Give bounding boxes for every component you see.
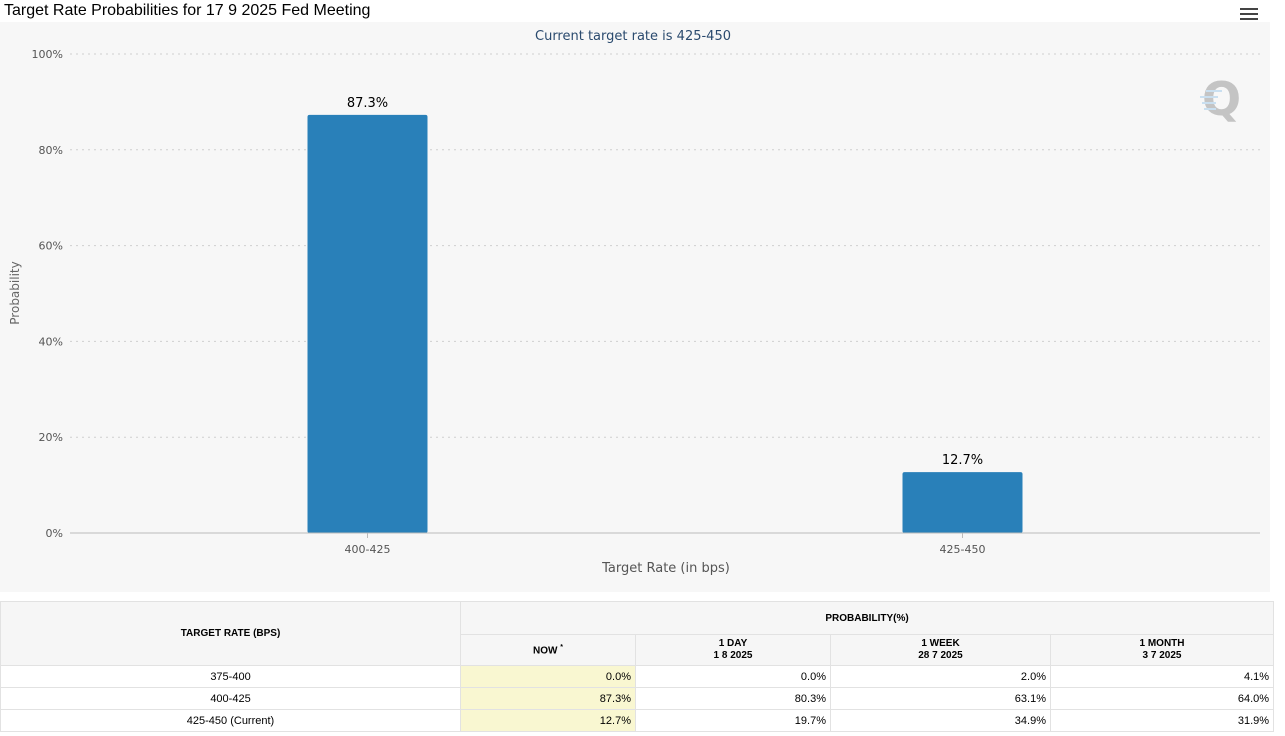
y-axis-label: Probability bbox=[8, 261, 22, 324]
day-cell: 0.0% bbox=[635, 665, 831, 688]
bars: 87.3% 400-425 12.7% 425-450 bbox=[307, 96, 1023, 556]
x-tick-label: 400-425 bbox=[345, 543, 391, 556]
hamburger-menu-icon[interactable] bbox=[1240, 8, 1258, 22]
y-axis-ticks: 0% 20% 40% 60% 80% 100% bbox=[32, 48, 63, 540]
week-cell: 63.1% bbox=[830, 687, 1051, 710]
one-month-header: 1 MONTH 3 7 2025 bbox=[1049, 634, 1275, 666]
svg-text:Q: Q bbox=[1202, 72, 1241, 126]
y-tick-label: 80% bbox=[39, 144, 63, 157]
rate-cell: 400-425 bbox=[0, 687, 461, 710]
chart-panel: Current target rate is 425-450 0% 20% 40% 6… bbox=[0, 22, 1270, 592]
data-label: 87.3% bbox=[347, 96, 388, 111]
y-tick-label: 60% bbox=[39, 240, 63, 253]
month-cell: 4.1% bbox=[1049, 665, 1275, 688]
week-cell: 34.9% bbox=[830, 709, 1051, 732]
y-tick-label: 0% bbox=[46, 527, 63, 540]
probability-header: PROBABILITY(%) bbox=[459, 601, 1275, 635]
month-cell: 31.9% bbox=[1049, 709, 1275, 732]
target-rate-header: TARGET RATE (BPS) bbox=[0, 601, 461, 666]
table-row: 425-450 (Current) 12.7% 19.7% 34.9% 31.9… bbox=[0, 709, 1275, 732]
y-tick-label: 100% bbox=[32, 48, 63, 61]
one-day-header: 1 DAY 1 8 2025 bbox=[635, 634, 831, 666]
y-tick-label: 20% bbox=[39, 431, 63, 444]
data-label: 12.7% bbox=[942, 453, 983, 468]
x-axis-label: Target Rate (in bps) bbox=[601, 561, 730, 576]
probability-table: TARGET RATE (BPS) PROBABILITY(%) NOW * 1… bbox=[0, 601, 1275, 732]
now-header: NOW * bbox=[460, 634, 636, 666]
now-cell: 87.3% bbox=[460, 687, 636, 710]
chart-subtitle: Current target rate is 425-450 bbox=[535, 29, 731, 44]
month-cell: 64.0% bbox=[1049, 687, 1275, 710]
grid-lines bbox=[70, 53, 1260, 438]
bar-chart: Current target rate is 425-450 0% 20% 40% 6… bbox=[8, 29, 1260, 576]
now-cell: 0.0% bbox=[460, 665, 636, 688]
y-tick-label: 40% bbox=[39, 335, 63, 348]
table-row: 400-425 87.3% 80.3% 63.1% 64.0% bbox=[0, 687, 1275, 710]
bar[interactable] bbox=[902, 472, 1023, 533]
day-cell: 80.3% bbox=[635, 687, 831, 710]
one-week-header: 1 WEEK 28 7 2025 bbox=[830, 634, 1051, 666]
bar[interactable] bbox=[307, 114, 428, 533]
day-cell: 19.7% bbox=[635, 709, 831, 732]
page-title: Target Rate Probabilities for 17 9 2025 … bbox=[4, 2, 371, 19]
q-logo-icon: Q bbox=[1200, 72, 1241, 126]
rate-cell: 425-450 (Current) bbox=[0, 709, 461, 732]
week-cell: 2.0% bbox=[830, 665, 1051, 688]
now-cell: 12.7% bbox=[460, 709, 636, 732]
rate-cell: 375-400 bbox=[0, 665, 461, 688]
x-tick-label: 425-450 bbox=[940, 543, 986, 556]
table-row: 375-400 0.0% 0.0% 2.0% 4.1% bbox=[0, 665, 1275, 688]
